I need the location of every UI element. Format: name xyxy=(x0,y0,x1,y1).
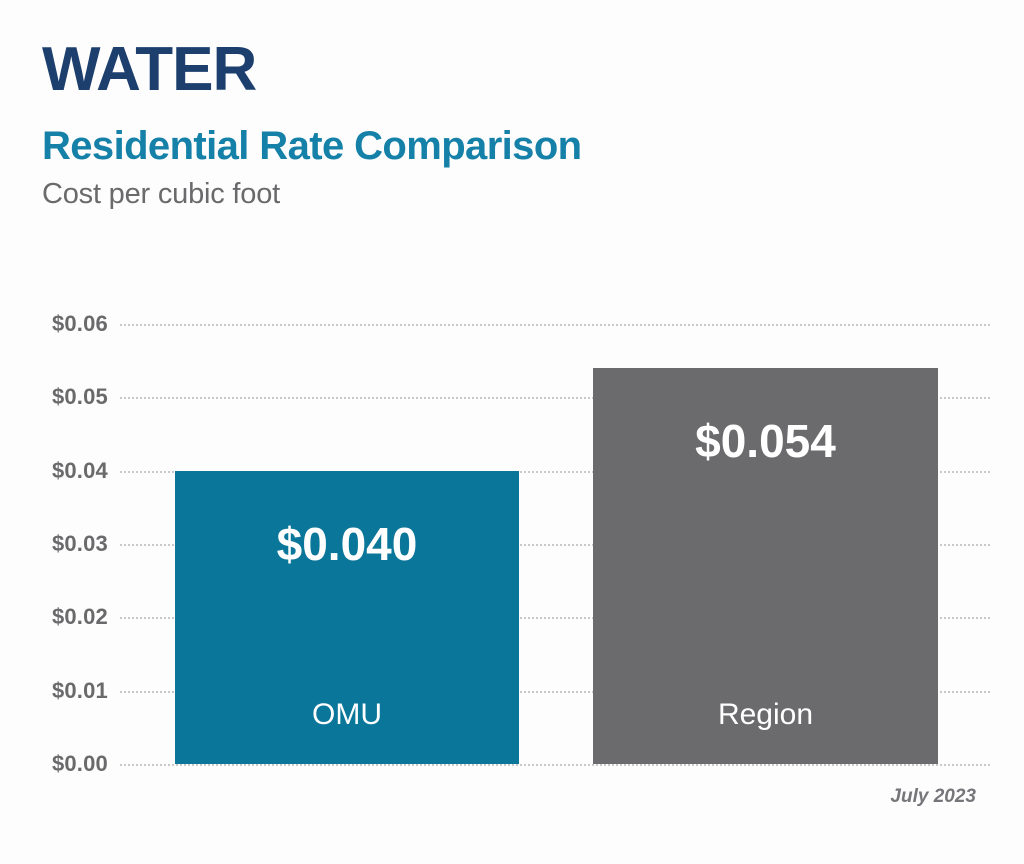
gridline xyxy=(120,470,990,473)
bar-region[interactable]: $0.054 Region xyxy=(593,368,938,764)
header-block: WATER Residential Rate Comparison Cost p… xyxy=(42,38,982,210)
y-axis-tick-label: $0.03 xyxy=(51,531,108,556)
date-annotation: July 2023 xyxy=(890,786,976,807)
gridline xyxy=(120,544,990,546)
gridline xyxy=(120,764,990,766)
y-axis-tick-label: $0.01 xyxy=(51,677,108,703)
y-axis-tick-label: $0.00 xyxy=(51,751,108,776)
y-axis-tick-label: $0.06 xyxy=(51,311,108,336)
chart-title: Residential Rate Comparison xyxy=(42,124,582,169)
bar-category-label: OMU xyxy=(312,698,382,731)
y-axis-tick-label: $0.05 xyxy=(51,384,108,410)
bar-value-label: $0.054 xyxy=(695,415,836,467)
chart-subtitle: Cost per cubic foot xyxy=(42,178,280,211)
plot-area: $0.040 OMU $0.054 Region xyxy=(120,324,990,766)
y-axis-tick-label: $0.04 xyxy=(51,457,108,483)
gridline xyxy=(120,617,990,620)
page-title: WATER xyxy=(42,35,257,104)
y-axis: $0.06 $0.05 $0.04 $0.03 $0.02 $0.01 $0.00 xyxy=(0,311,108,776)
bar-category-label: Region xyxy=(717,698,814,731)
bar-value-label: $0.040 xyxy=(276,517,418,570)
gridline xyxy=(120,690,990,693)
y-axis-tick-label: $0.02 xyxy=(51,604,108,630)
gridline xyxy=(120,397,990,400)
gridline xyxy=(120,324,990,326)
bar-omu[interactable]: $0.040 OMU xyxy=(175,470,519,764)
